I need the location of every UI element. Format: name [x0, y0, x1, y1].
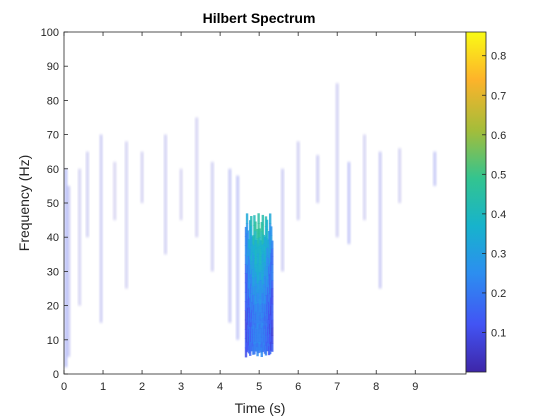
spectrum-trace: [236, 175, 239, 340]
x-axis: 0 1 2 3 4 5 6 7 8 9: [61, 32, 418, 393]
x-tick-label: 4: [217, 381, 223, 393]
y-tick-label: 40: [47, 232, 59, 244]
colorbar-tick-label: 0.7: [491, 90, 506, 102]
spectrum-trace: [179, 168, 183, 221]
burst-cell: [271, 295, 274, 305]
burst-cell: [257, 213, 260, 224]
burst-cell: [271, 264, 274, 273]
main-burst: [244, 213, 274, 358]
burst-cell: [271, 256, 274, 265]
spectrum-trace: [433, 151, 436, 186]
x-tick-label: 7: [334, 381, 340, 393]
spectrum-trace: [86, 151, 89, 238]
y-axis: 0 10 20 30 40 50 60 70 80 90 100: [41, 27, 68, 381]
colorbar-tick-label: 0.6: [491, 130, 506, 142]
burst-cell: [271, 303, 274, 313]
y-tick-label: 90: [47, 61, 59, 73]
colorbar-gradient: [466, 32, 486, 372]
spectrum-trace: [195, 117, 198, 238]
y-tick-label: 70: [47, 130, 59, 142]
y-tick-label: 20: [47, 301, 59, 313]
burst-cell: [245, 213, 249, 224]
x-tick-label: 1: [100, 381, 106, 393]
burst-cell: [250, 225, 253, 236]
spectrum-trace: [296, 141, 300, 221]
colorbar: 0.1 0.2 0.3 0.4 0.5 0.6 0.7 0.8: [465, 31, 506, 373]
burst-cell: [271, 319, 274, 329]
spectrum-trace: [113, 161, 116, 221]
burst-cell: [261, 214, 265, 226]
burst-cell: [250, 216, 253, 227]
colorbar-tick-label: 0.1: [491, 327, 506, 339]
y-tick-label: 0: [53, 369, 59, 381]
x-tick-label: 0: [61, 381, 67, 393]
spectrum-traces: [64, 83, 436, 368]
burst-cell: [258, 228, 261, 238]
burst-cell: [271, 343, 274, 352]
burst-cell: [271, 272, 274, 281]
plot-area: [64, 32, 466, 374]
burst-cell: [265, 219, 269, 230]
spectrum-trace: [140, 151, 144, 203]
burst-cell: [270, 235, 273, 245]
burst-cell: [271, 240, 274, 249]
x-axis-label: Time (s): [235, 400, 286, 416]
burst-cell: [271, 248, 274, 257]
spectrum-trace: [398, 148, 401, 203]
spectrum-trace: [378, 151, 382, 289]
x-tick-label: 8: [373, 381, 379, 393]
burst-cell: [271, 288, 274, 297]
y-axis-label: Frequency (Hz): [16, 155, 32, 251]
burst-cell: [270, 226, 273, 236]
colorbar-ticks: 0.1 0.2 0.3 0.4 0.5 0.6 0.7 0.8: [482, 51, 506, 339]
spectrum-trace: [347, 161, 351, 245]
x-tick-label: 3: [178, 381, 184, 393]
x-tick-label: 9: [412, 381, 418, 393]
colorbar-tick-label: 0.5: [491, 169, 506, 181]
burst-cell: [254, 230, 257, 241]
spectrum-trace: [67, 185, 70, 357]
x-tick-label: 5: [256, 381, 262, 393]
y-tick-label: 60: [47, 164, 59, 176]
spectrum-trace: [211, 161, 214, 272]
spectrum-trace: [64, 168, 68, 368]
burst-cell: [244, 347, 248, 358]
spectrum-trace: [125, 141, 128, 289]
burst-cell: [245, 223, 249, 234]
x-tick-label: 2: [139, 381, 145, 393]
burst-cell: [265, 229, 269, 239]
burst-cell: [261, 224, 265, 235]
y-tick-label: 80: [47, 95, 59, 107]
burst-cell: [253, 215, 256, 226]
colorbar-frame: [465, 31, 487, 373]
spectrum-trace: [281, 168, 284, 272]
burst-cell: [254, 221, 257, 232]
spectrum-trace: [316, 155, 319, 203]
colorbar-tick-label: 0.8: [491, 51, 506, 63]
spectrum-trace: [336, 83, 339, 238]
burst-cell: [268, 213, 272, 224]
colorbar-tick-label: 0.2: [491, 288, 506, 300]
spectrum-trace: [363, 134, 366, 221]
y-tick-label: 50: [47, 198, 59, 210]
y-tick-label: 10: [47, 335, 59, 347]
y-tick-label: 30: [47, 266, 59, 278]
spectrum-trace: [78, 168, 81, 306]
spectrum-trace: [164, 134, 167, 255]
burst-cell: [246, 230, 250, 240]
burst-cell: [271, 327, 274, 337]
burst-cell: [271, 280, 274, 289]
colorbar-tick-label: 0.3: [491, 248, 506, 260]
y-tick-label: 100: [41, 27, 59, 39]
burst-cell: [271, 311, 274, 321]
chart-title: Hilbert Spectrum: [203, 10, 316, 26]
spectrum-trace: [99, 134, 103, 323]
burst-cell: [271, 335, 274, 344]
spectrum-trace: [228, 168, 232, 323]
colorbar-tick-label: 0.4: [491, 209, 506, 221]
x-tick-label: 6: [295, 381, 301, 393]
